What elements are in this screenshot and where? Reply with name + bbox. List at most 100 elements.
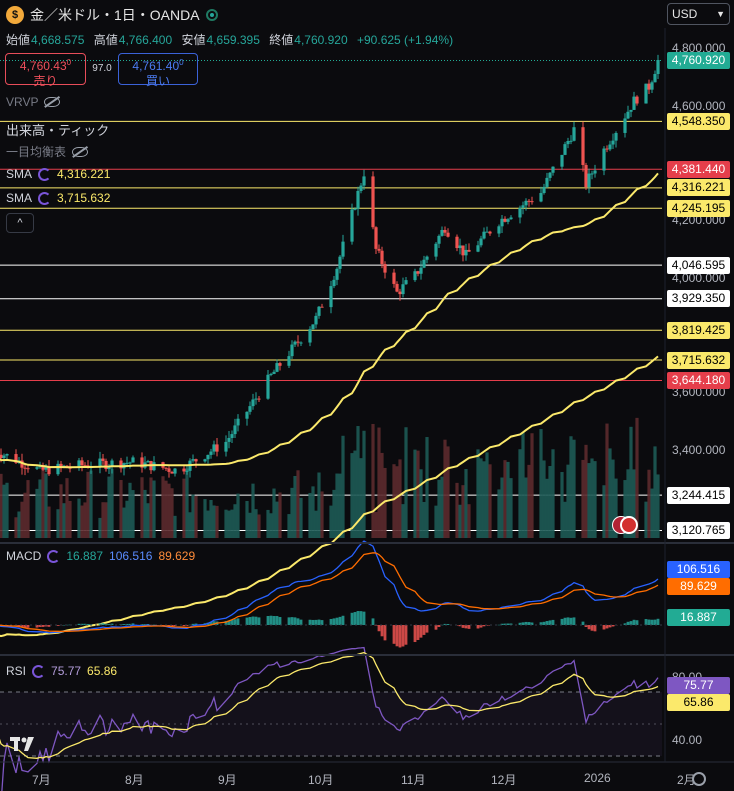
price-level-label[interactable]: 3,929.350 [667, 290, 730, 308]
buy-button[interactable]: 4,761.400 買い [118, 53, 198, 88]
macd-hist-bar [548, 620, 552, 625]
indicator-volume[interactable]: 出来高・ティック [6, 120, 109, 139]
candle-body [404, 280, 408, 285]
candle-body [455, 236, 459, 249]
price-level-label[interactable]: 4,046.595 [667, 256, 730, 274]
macd-hist-bar [503, 623, 507, 625]
price-level-label[interactable]: 4,548.350 [667, 112, 730, 130]
price-level-label[interactable]: 3,819.425 [667, 321, 730, 339]
volume-bar [23, 492, 27, 538]
volume-bar [194, 495, 198, 538]
volume-bar [602, 485, 606, 538]
candle-body [587, 173, 591, 188]
candle-body [521, 205, 525, 208]
indicator-ichimoku[interactable]: 一目均衡表 [6, 143, 89, 160]
macd-legend[interactable]: MACD 16.887 106.516 89.629 [6, 549, 195, 563]
volume-bar [572, 439, 576, 538]
time-tick: 9月 [218, 773, 237, 787]
volume-bar [59, 484, 63, 538]
candle-body [329, 286, 333, 308]
price-level-label[interactable]: 3,644.180 [667, 372, 730, 390]
volume-bar [383, 467, 387, 538]
indicator-vrvp[interactable]: VRVP [6, 95, 61, 109]
macd-hist-bar [290, 617, 294, 625]
volume-bar [548, 466, 552, 538]
volume-bar [299, 497, 303, 538]
sell-price-sup: 0 [66, 58, 72, 67]
volume-bar [425, 437, 429, 538]
candle-body [119, 460, 123, 469]
volume-bar [419, 469, 423, 538]
candle-body [206, 454, 210, 460]
macd-hist-bar [44, 625, 48, 627]
candle-body [482, 231, 486, 239]
candle-body [656, 59, 660, 74]
macd-hist-bar [182, 625, 186, 627]
macd-hist-bar [542, 621, 546, 625]
macd-hist-bar [644, 619, 648, 625]
candle-body [440, 229, 444, 236]
macd-hist-bar [362, 611, 366, 625]
macd-signal-tag: 89.629 [667, 578, 730, 595]
macd-hist-bar [626, 621, 630, 625]
macd-hist-bar [296, 618, 300, 625]
hidden-eye-icon[interactable] [72, 146, 89, 157]
macd-hist-bar [359, 611, 363, 625]
currency-select[interactable]: USD ▼ [667, 3, 730, 25]
volume-bar [500, 477, 504, 538]
candle-body [605, 148, 609, 150]
price-level-label[interactable]: 3,715.632 [667, 351, 730, 369]
economic-events-icon[interactable] [612, 516, 638, 534]
volume-bar [146, 503, 150, 538]
candle-body [653, 73, 657, 83]
macd-hist-bar [257, 617, 261, 625]
price-level-label[interactable]: 4,381.440 [667, 160, 730, 178]
candle-body [230, 434, 234, 438]
close-label: 終値 [269, 33, 294, 47]
volume-bar [2, 484, 6, 538]
candle-body [374, 227, 378, 249]
candle-body [140, 457, 144, 468]
price-level-label[interactable]: 3,120.765 [667, 522, 730, 540]
sell-button[interactable]: 4,760.430 売り [5, 53, 86, 88]
indicator-sma-2[interactable]: SMA 3,715.632 [6, 191, 110, 205]
symbol-header[interactable]: $ 金／米ドル・1日・OANDA [6, 5, 218, 25]
volume-bar [542, 460, 546, 538]
macd-hist-bar [392, 625, 396, 644]
rsi-legend[interactable]: RSI 75.77 65.86 [6, 664, 117, 678]
price-level-label[interactable]: 4,316.221 [667, 179, 730, 197]
volume-bar [569, 436, 573, 538]
price-level-label[interactable]: 3,244.415 [667, 486, 730, 504]
macd-hist-bar [107, 624, 111, 625]
candle-body [35, 467, 39, 469]
indicator-sma-1[interactable]: SMA 4,316.221 [6, 167, 110, 181]
price-level-label[interactable]: 4,760.920 [667, 51, 730, 69]
volume-bar [41, 469, 45, 538]
volume-bar [119, 479, 123, 538]
close-value: 4,760.920 [294, 33, 348, 47]
macd-hist-bar [152, 624, 156, 626]
volume-bar [497, 489, 501, 538]
candle-body [623, 118, 627, 133]
volume-bar [635, 417, 639, 538]
candle-body [500, 218, 504, 227]
volume-bar [605, 423, 609, 538]
macd-hist-bar [38, 625, 42, 627]
macd-hist-bar [212, 621, 216, 625]
volume-bar [485, 452, 489, 538]
settings-gear-icon[interactable] [692, 772, 706, 786]
macd-hist-bar [317, 619, 321, 625]
macd-hist-bar [245, 617, 249, 625]
hidden-eye-icon[interactable] [44, 97, 61, 107]
volume-bar [527, 464, 531, 538]
macd-hist-bar [632, 619, 636, 625]
volume-bar [458, 504, 462, 538]
time-tick: 8月 [125, 773, 144, 787]
collapse-legend-button[interactable]: ^ [6, 213, 34, 233]
candle-body [527, 200, 531, 202]
macd-hist-bar [404, 625, 408, 645]
candle-body [464, 249, 468, 256]
candle-body [467, 249, 471, 252]
price-level-label[interactable]: 4,245.195 [667, 199, 730, 217]
